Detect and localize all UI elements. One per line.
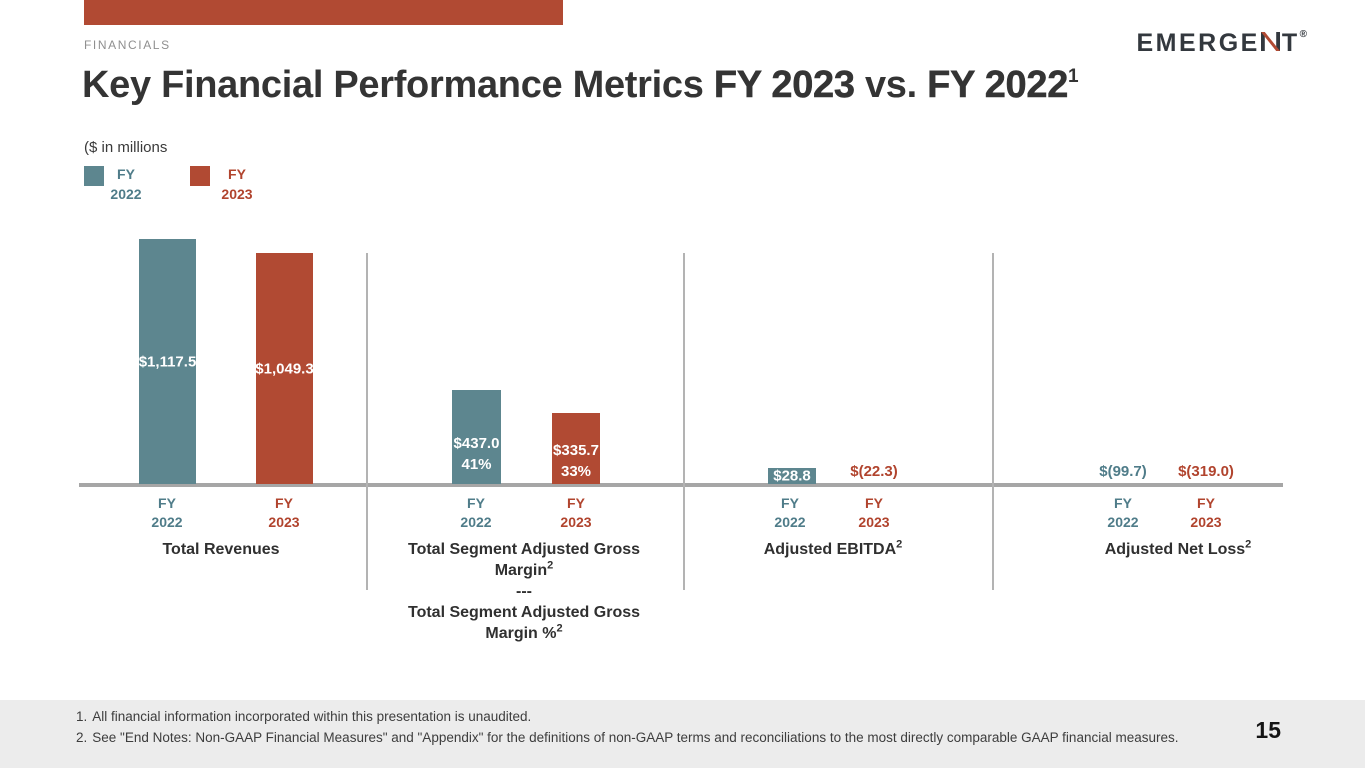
category-label-fy2022: FY 2022	[151, 495, 183, 530]
chart-title-ebitda: Adjusted EBITDA2	[763, 538, 903, 558]
footnote-ref: 2	[896, 538, 903, 551]
emergent-logo: EMERGE T ®	[1136, 29, 1307, 58]
bar-value-label: $1,117.5	[138, 353, 197, 370]
bar-gross-margin-fy2023: $335.7 33%	[552, 413, 600, 484]
title-footnote-ref: 1	[1068, 66, 1079, 87]
category-label-fy2023: FY 2023	[268, 495, 300, 530]
chart-divider-1	[366, 253, 368, 590]
page-number: 15	[1255, 717, 1281, 743]
chart-divider-3	[992, 253, 994, 590]
footnote-ref: 2	[547, 559, 554, 572]
emergent-logo-n-icon	[1260, 29, 1282, 58]
bar-value-label: $335.7 33%	[553, 442, 599, 480]
chart-title-net-loss: Adjusted Net Loss2	[1104, 538, 1252, 558]
chart-title-revenues: Total Revenues	[162, 541, 280, 558]
category-label-fy2022: FY 2022	[460, 495, 492, 530]
footnote-1: 1. All financial information incorporate…	[76, 709, 532, 724]
accent-bar	[84, 0, 563, 25]
footnote-2: 2. See "End Notes: Non-GAAP Financial Me…	[76, 730, 1179, 745]
negative-value-label-netloss-fy2023: $(319.0)	[1178, 463, 1234, 480]
title-separator: ---	[516, 583, 532, 600]
legend-swatch-fy2022	[84, 166, 104, 186]
bar-value-label: $28.8	[773, 467, 811, 485]
negative-value-label-ebitda-fy2023: $(22.3)	[850, 463, 898, 480]
legend-label-fy2023: FY 2023	[221, 166, 253, 202]
bar-gross-margin-fy2022: $437.0 41%	[452, 390, 501, 484]
title-vs: vs.	[854, 64, 928, 106]
category-label-fy2023: FY 2023	[858, 495, 890, 530]
footnote-ref: 2	[556, 622, 563, 635]
legend-swatch-fy2023	[190, 166, 210, 186]
bar-value-label: $1,049.3	[255, 360, 314, 377]
logo-text-suffix: T	[1281, 29, 1300, 57]
footnote-ref: 2	[1245, 538, 1252, 551]
bar-value-label: $437.0 41%	[453, 435, 500, 473]
logo-text-prefix: EMERGE	[1136, 29, 1260, 57]
title-prefix: Key Financial Performance Metrics	[82, 64, 714, 106]
registered-mark: ®	[1299, 29, 1307, 40]
negative-value-label-netloss-fy2022: $(99.7)	[1099, 463, 1147, 480]
category-label-fy2022: FY 2022	[1107, 495, 1139, 530]
x-axis-line	[79, 483, 1283, 487]
chart-title-gross-margin: Total Segment Adjusted Gross Margin2 ---…	[399, 539, 649, 644]
page-title: Key Financial Performance Metrics FY 202…	[82, 64, 1079, 107]
title-fy-old: FY 2022	[927, 64, 1069, 107]
bar-revenues-fy2023: $1,049.3	[255, 253, 314, 484]
title-fy-new: FY 2023	[713, 64, 856, 107]
footer: 1. All financial information incorporate…	[0, 700, 1365, 768]
bar-ebitda-fy2022: $28.8	[768, 467, 816, 485]
section-label: FINANCIALS	[84, 38, 171, 52]
chart-divider-2	[683, 253, 685, 590]
legend-label-fy2022: FY 2022	[110, 166, 142, 202]
category-label-fy2023: FY 2023	[1190, 495, 1222, 530]
units-note: ($ in millions	[84, 139, 168, 156]
category-label-fy2022: FY 2022	[774, 495, 806, 530]
bar-revenues-fy2022: $1,117.5	[139, 239, 196, 484]
category-label-fy2023: FY 2023	[560, 495, 592, 530]
